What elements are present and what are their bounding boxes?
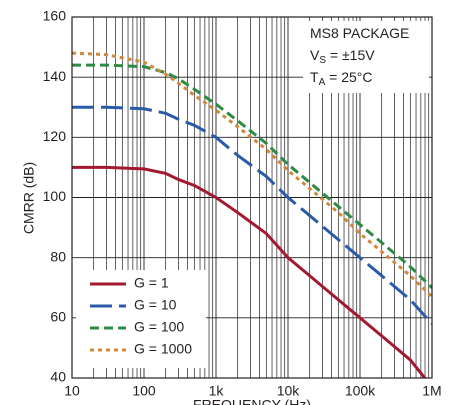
- x-axis-label: FREQUENCY (Hz): [193, 397, 311, 405]
- y-tick-label: 80: [50, 248, 66, 264]
- legend-label: G = 1000: [134, 341, 192, 357]
- annotation-part: T: [310, 69, 319, 85]
- annotation-part: V: [310, 47, 320, 63]
- annotation-part: MS8 PACKAGE: [310, 25, 409, 41]
- y-tick-label: 160: [43, 8, 67, 24]
- legend-label: G = 10: [134, 297, 177, 313]
- x-tick-label: 100k: [345, 383, 376, 399]
- legend-label: G = 1: [134, 275, 169, 291]
- legend-label: G = 100: [134, 319, 184, 335]
- y-tick-label: 120: [43, 128, 67, 144]
- legend-box: [76, 270, 206, 368]
- series-line: [72, 63, 432, 289]
- annotation: VS = ±15V: [310, 47, 375, 66]
- annotation-part: = ±15V: [326, 47, 375, 63]
- x-tick-label: 1M: [422, 383, 441, 399]
- annotation-box: [303, 21, 429, 93]
- series-line: [72, 105, 432, 325]
- y-tick-label: 100: [43, 188, 67, 204]
- x-tick-label: 10: [64, 383, 80, 399]
- x-tick-label: 1k: [209, 383, 225, 399]
- annotation: MS8 PACKAGE: [310, 25, 409, 41]
- lines: [72, 51, 432, 378]
- annotation-part: S: [319, 55, 326, 66]
- x-tick-label: 10k: [277, 383, 301, 399]
- y-tick-label: 40: [50, 369, 66, 385]
- y-tick-label: 140: [43, 68, 67, 84]
- series-line: [72, 165, 427, 378]
- annotation-part: A: [319, 77, 326, 88]
- x-tick-label: 100: [132, 383, 156, 399]
- y-axis-label: CMRR (dB): [21, 162, 37, 234]
- series-line: [72, 51, 432, 298]
- annotation-part: = 25°C: [325, 69, 372, 85]
- plot-frame: [71, 16, 433, 379]
- y-tick-label: 60: [50, 309, 66, 325]
- annotation: TA = 25°C: [310, 69, 372, 88]
